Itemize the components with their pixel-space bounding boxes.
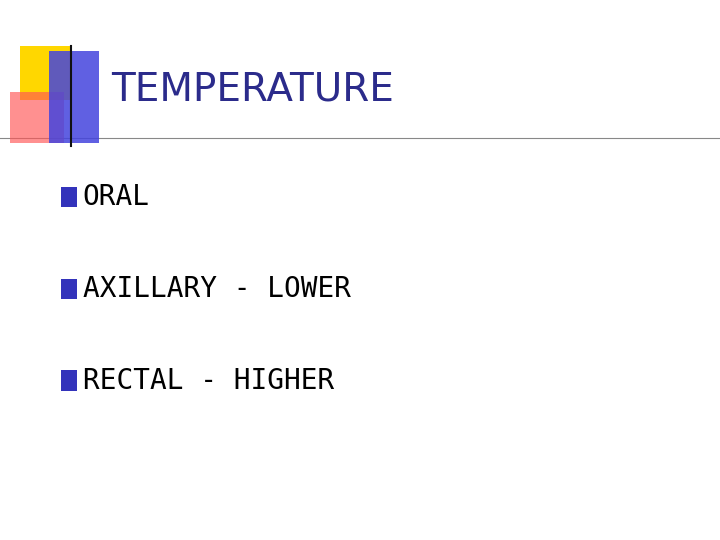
- Bar: [61, 187, 77, 207]
- Text: AXILLARY - LOWER: AXILLARY - LOWER: [83, 275, 351, 303]
- Bar: [61, 279, 77, 299]
- Text: RECTAL - HIGHER: RECTAL - HIGHER: [83, 367, 334, 395]
- Text: TEMPERATURE: TEMPERATURE: [112, 70, 395, 108]
- Bar: [20, 46, 71, 100]
- Bar: [10, 92, 64, 143]
- Text: ORAL: ORAL: [83, 183, 150, 211]
- Bar: [49, 51, 99, 143]
- Bar: [61, 370, 77, 391]
